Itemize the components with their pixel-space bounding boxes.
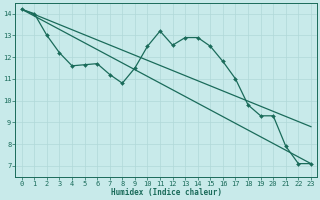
X-axis label: Humidex (Indice chaleur): Humidex (Indice chaleur) xyxy=(111,188,222,197)
